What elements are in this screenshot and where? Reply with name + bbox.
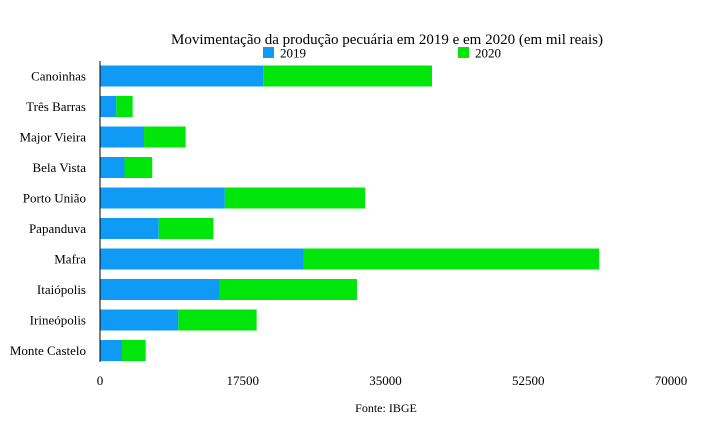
legend-label-2019: 2019: [280, 46, 306, 61]
x-tick-label: 0: [97, 373, 104, 388]
y-tick-label: Mafra: [54, 252, 86, 267]
bar-2020-8: [178, 309, 257, 331]
y-tick-label: Monte Castelo: [10, 343, 86, 358]
bar-2020-0: [263, 65, 432, 87]
y-tick-label: Papanduva: [29, 221, 86, 236]
bar-2019-5: [100, 218, 159, 239]
y-axis-labels: Canoinhas Três Barras Major Vieira Bela Vis…: [10, 69, 86, 359]
bar-2020-5: [158, 218, 214, 239]
y-tick-label: Irineópolis: [30, 313, 86, 328]
x-tick-label: 52500: [512, 373, 545, 388]
y-tick-label: Canoinhas: [31, 69, 86, 84]
x-tick-label: 70000: [655, 373, 688, 388]
y-tick-label: Três Barras: [26, 99, 86, 114]
source-note: Fonte: IBGE: [355, 401, 417, 415]
x-tick-label: 17500: [227, 373, 260, 388]
bar-2019-7: [100, 279, 220, 300]
bar-2020-4: [224, 187, 366, 209]
legend: 2019 2020: [263, 46, 501, 61]
bar-2019-8: [100, 309, 179, 331]
y-tick-label: Major Vieira: [20, 130, 87, 145]
x-axis-ticks: 0 17500 35000 52500 70000: [97, 373, 688, 388]
bar-2019-9: [100, 340, 123, 361]
bar-2020-7: [219, 279, 357, 300]
bar-2019-3: [100, 157, 125, 178]
legend-label-2020: 2020: [475, 46, 501, 61]
legend-swatch-2019: [263, 47, 274, 58]
y-tick-label: Bela Vista: [33, 160, 87, 175]
bar-2019-2: [100, 126, 145, 148]
bar-2020-2: [144, 126, 186, 148]
bar-2020-9: [122, 340, 146, 361]
legend-swatch-2020: [458, 47, 469, 58]
bar-2020-3: [124, 157, 153, 178]
chart-title: Movimentação da produção pecuária em 201…: [171, 32, 603, 48]
x-tick-label: 35000: [369, 373, 402, 388]
y-tick-label: Porto União: [23, 191, 86, 206]
bar-2020-1: [116, 96, 133, 117]
bars: [100, 65, 600, 361]
bar-2019-0: [100, 65, 264, 87]
bar-2019-1: [100, 96, 117, 117]
bar-2019-4: [100, 187, 225, 209]
bar-2020-6: [303, 248, 600, 270]
y-tick-label: Itaiópolis: [37, 282, 86, 297]
bar-2019-6: [100, 248, 304, 270]
